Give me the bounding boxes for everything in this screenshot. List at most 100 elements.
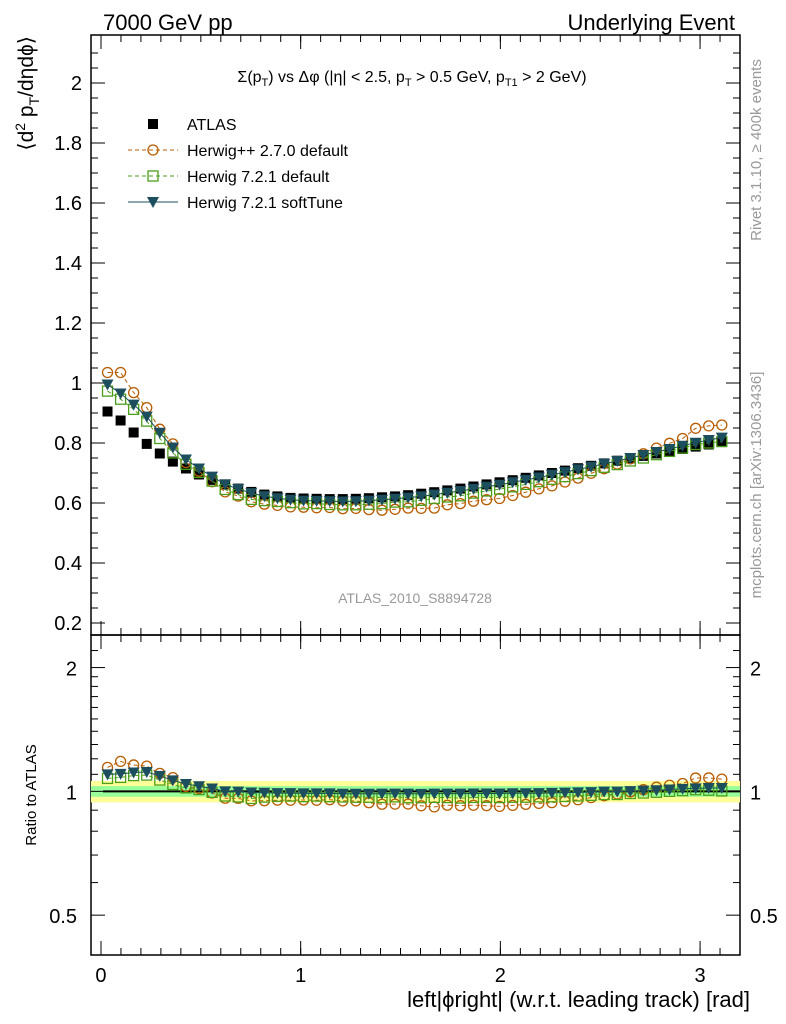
data-point — [271, 493, 284, 505]
ratio-point — [362, 788, 375, 800]
data-point — [179, 454, 192, 466]
ylabel-top-sup: 2 — [12, 123, 28, 131]
data-point — [650, 447, 663, 458]
data-point — [127, 399, 140, 411]
mcplots-label: mcplots.cern.ch [arXiv:1306.3436] — [748, 372, 765, 599]
ratio-point — [441, 799, 453, 811]
ratio-series-line — [107, 760, 722, 808]
data-point — [519, 474, 532, 486]
legend-item: Herwig 7.2.1 softTune — [128, 195, 343, 212]
ratio-point — [585, 787, 598, 799]
ylabel-top-post: /dηdϕ⟩ — [15, 36, 38, 97]
data-point — [389, 493, 402, 505]
ratio-point — [114, 755, 127, 768]
data-point — [101, 379, 114, 391]
ratio-series-layer — [101, 755, 728, 813]
ratio-point — [598, 786, 611, 798]
data-point — [546, 480, 558, 492]
legend-item: ATLAS — [148, 117, 237, 134]
ratio-point — [415, 788, 428, 800]
data-point — [402, 492, 415, 504]
ratio-point — [323, 788, 336, 800]
plot-title-end: > 2 GeV) — [518, 69, 587, 86]
data-point — [441, 487, 454, 499]
data-point — [454, 486, 467, 497]
data-point — [128, 427, 139, 438]
data-point — [193, 463, 206, 475]
series-line — [107, 372, 722, 511]
ratio-ytick-label: 0.5 — [49, 906, 77, 928]
data-point — [480, 481, 493, 493]
data-point — [128, 386, 140, 399]
data-point — [520, 486, 532, 498]
ylabel-top-mid: p — [15, 105, 38, 123]
data-point — [167, 456, 178, 467]
ratio-point — [415, 800, 427, 812]
legend-marker — [147, 144, 159, 156]
ratio-series-line — [107, 774, 722, 800]
data-point — [690, 422, 702, 434]
ratio-point — [507, 799, 519, 812]
legend-label: Herwig++ 2.7.0 default — [187, 143, 349, 160]
legend-marker — [148, 119, 158, 129]
data-point — [141, 438, 152, 449]
data-point — [467, 495, 480, 507]
ratio-point — [101, 769, 114, 781]
ratio-ytick-label-right: 2 — [750, 659, 761, 681]
ratio-ytick-label-right: 0.5 — [750, 906, 778, 928]
ratio-point — [336, 788, 349, 800]
data-point — [454, 497, 467, 510]
legend-marker — [147, 170, 159, 182]
data-point — [663, 444, 676, 455]
data-point — [703, 420, 715, 432]
data-point — [180, 463, 191, 474]
header-left: 7000 GeV pp — [103, 10, 233, 35]
data-point — [624, 453, 637, 464]
ratio-axes: 0 1 2 3 0.5 0.5 1 1 2 2 — [49, 634, 778, 987]
ratio-point — [114, 768, 127, 780]
ytick-label: 0.2 — [54, 613, 82, 635]
ratio-point — [519, 788, 532, 800]
ytick-label: 1 — [71, 373, 82, 395]
xtick-label: 2 — [495, 965, 506, 987]
legend-label: Herwig 7.2.1 softTune — [187, 195, 343, 212]
ratio-point — [715, 783, 728, 795]
series-layer — [101, 366, 728, 516]
data-point — [585, 461, 598, 473]
ylabel-top-pre: ⟨d — [15, 131, 38, 151]
ratio-point — [467, 788, 480, 800]
ratio-point — [493, 788, 506, 800]
xtick-label: 0 — [95, 965, 106, 987]
ratio-point — [375, 788, 388, 800]
ratio-point — [493, 800, 506, 813]
ratio-point — [153, 770, 166, 782]
data-point — [102, 406, 113, 417]
ratio-point — [402, 788, 415, 800]
data-point — [507, 489, 519, 502]
ratio-point — [232, 786, 245, 798]
data-point — [558, 467, 571, 479]
data-point — [428, 489, 441, 501]
data-point — [232, 483, 245, 495]
ytick-label: 2 — [71, 73, 82, 95]
ratio-point — [480, 788, 493, 800]
legend-item: Herwig++ 2.7.0 default — [128, 143, 349, 160]
plot-title: Σ(pT) vs Δφ (|η| < 2.5, pT > 0.5 GeV, pT… — [237, 69, 586, 89]
data-point — [297, 495, 310, 507]
ratio-point — [127, 767, 140, 779]
series-line — [107, 390, 722, 506]
ytick-label: 0.4 — [54, 553, 82, 575]
ratio-point — [480, 800, 493, 812]
ylabel-ratio: Ratio to ATLAS — [23, 744, 40, 845]
ratio-point — [572, 787, 585, 799]
ratio-point — [532, 788, 545, 800]
data-point — [114, 388, 127, 400]
plot-title-mid2: > 0.5 GeV, p — [412, 69, 505, 86]
data-point — [467, 483, 480, 495]
ratio-point — [454, 788, 467, 800]
data-point — [219, 479, 232, 491]
ratio-point — [690, 772, 702, 784]
data-point — [611, 456, 624, 467]
ratio-point — [219, 786, 232, 798]
legend-item: Herwig 7.2.1 default — [128, 169, 330, 186]
